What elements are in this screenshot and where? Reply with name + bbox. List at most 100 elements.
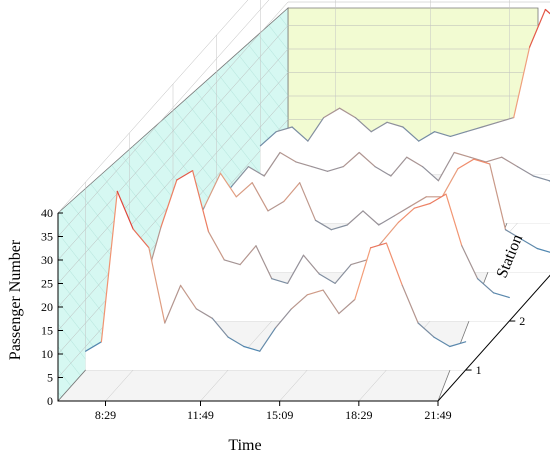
- z-gridline: [85, 182, 466, 371]
- series-segment: [492, 292, 510, 299]
- series-segment: [441, 168, 459, 198]
- series-segment: [295, 161, 313, 168]
- series-segment: [263, 151, 281, 177]
- series-segment: [386, 121, 404, 128]
- series-segment: [322, 289, 340, 315]
- series-segment: [362, 210, 380, 226]
- y-tick-label: 30: [41, 253, 53, 267]
- series-segment: [207, 231, 225, 261]
- series-segment: [160, 179, 178, 228]
- series-segment: [346, 210, 364, 226]
- series-segment: [275, 126, 293, 133]
- series-segment: [528, 8, 547, 48]
- axes: 0 5 10 15 20 25 30 35 40 8:29 11:49 15:09 18:29 21:49…: [41, 206, 550, 422]
- series-segment: [434, 131, 451, 137]
- series-segment: [382, 221, 400, 242]
- series-segment: [397, 207, 415, 223]
- series-segment: [457, 158, 475, 170]
- series-segment: [227, 336, 245, 348]
- series-segment: [354, 247, 372, 301]
- series-segment: [318, 273, 336, 284]
- series-segment: [497, 116, 515, 123]
- series-layer: [84, 8, 550, 370]
- series-segment: [449, 131, 467, 137]
- series-segment: [306, 289, 324, 296]
- series-segment: [84, 341, 103, 352]
- series-segment: [354, 116, 372, 133]
- series-segment: [195, 308, 213, 319]
- series-segment: [477, 278, 495, 294]
- series-segment: [259, 131, 277, 147]
- series-segment: [219, 172, 237, 198]
- series-fill: [85, 191, 466, 370]
- series-segment: [326, 166, 344, 172]
- series-segment: [485, 156, 503, 163]
- series-segment: [378, 215, 396, 226]
- x-tick-label: 21:49: [424, 408, 451, 422]
- series-segment: [402, 126, 420, 142]
- y-gridline: [57, 1, 550, 261]
- series-segment: [283, 182, 301, 203]
- series-segment: [338, 298, 356, 315]
- series-segment: [290, 294, 308, 310]
- series-segment: [513, 46, 531, 119]
- x-tick-label: 18:29: [345, 408, 372, 422]
- series-segment: [516, 166, 535, 177]
- y-gridline: [57, 0, 249, 214]
- series-segment: [418, 131, 436, 142]
- series-segment: [445, 193, 463, 247]
- series-segment: [271, 278, 289, 284]
- series-segment: [532, 175, 550, 182]
- series-segment: [116, 190, 134, 230]
- y-tick-label: 10: [41, 347, 53, 361]
- series-segment: [259, 327, 277, 352]
- series-segment: [164, 284, 182, 324]
- series-segment: [421, 166, 439, 182]
- series-segment: [148, 247, 166, 324]
- series-segment: [536, 247, 550, 253]
- y-tick-label: 35: [41, 230, 53, 244]
- series-segment: [449, 341, 467, 348]
- series-segment: [390, 156, 408, 177]
- x-tick-label: 15:09: [266, 408, 293, 422]
- series-segment: [473, 158, 491, 165]
- series-segment: [251, 182, 269, 212]
- series-segment: [223, 259, 241, 266]
- series-segment: [204, 172, 222, 207]
- series-segment: [544, 8, 550, 15]
- series-segment: [501, 156, 519, 168]
- series-segment: [192, 170, 210, 233]
- y-gridline: [57, 0, 270, 237]
- series-segment: [465, 126, 483, 133]
- series-segment: [100, 190, 118, 343]
- series-segment: [334, 264, 352, 284]
- y-tick-label: 40: [41, 206, 53, 220]
- y-tick-label: 5: [47, 371, 53, 385]
- series-segment: [299, 182, 317, 221]
- series-segment: [385, 242, 403, 286]
- series-segment: [417, 322, 435, 338]
- series-segment: [311, 166, 329, 172]
- series-segment: [267, 200, 285, 212]
- y-tick-label: 15: [41, 324, 53, 338]
- series-segment: [231, 166, 249, 186]
- series-segment: [429, 193, 447, 205]
- series-segment: [401, 284, 419, 324]
- series-segment: [302, 254, 320, 275]
- series-segment: [287, 254, 305, 284]
- series-segment: [243, 345, 261, 352]
- y-axis-title: Passenger Number: [7, 239, 24, 360]
- z-axis-line: [437, 274, 550, 402]
- series-segment: [453, 151, 471, 158]
- series-segment: [247, 166, 265, 177]
- series-5: [259, 8, 550, 174]
- series-segment: [339, 107, 356, 119]
- series-segment: [180, 284, 197, 310]
- series-segment: [239, 245, 257, 266]
- x-tick-label: 11:49: [187, 408, 214, 422]
- series-1: [84, 190, 467, 370]
- series-segment: [461, 245, 479, 280]
- x-tick-label: 8:29: [95, 408, 116, 422]
